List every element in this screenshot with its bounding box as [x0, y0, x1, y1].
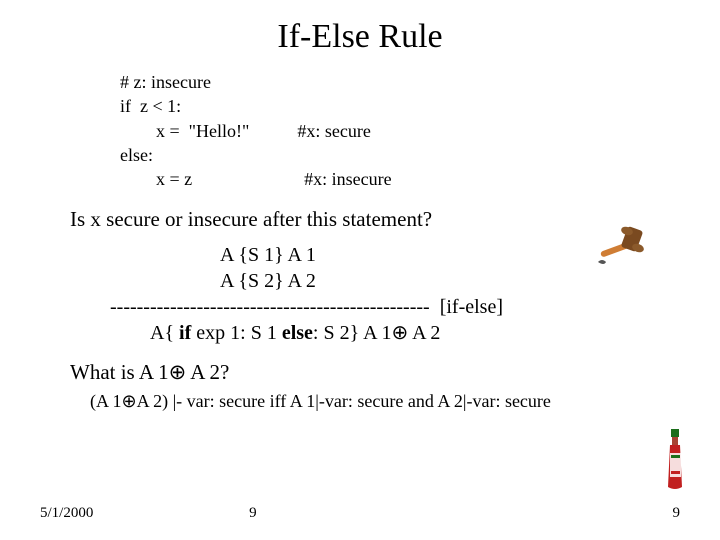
question-text-2: What is A 1⊕ A 2?: [70, 360, 680, 385]
code-line-2: if z < 1:: [120, 94, 680, 118]
concl-pre: A{: [150, 322, 179, 344]
annot-3: #x: secure: [297, 119, 370, 143]
slide-footer: 5/1/2000 9 9: [40, 505, 680, 522]
concl-if: if: [179, 322, 191, 344]
rule-conclusion: A{ if exp 1: S 1 else: S 2} A 1⊕ A 2: [150, 320, 680, 346]
gavel-icon: [594, 224, 650, 275]
code-line-3: x = "Hello!" #x: secure: [120, 119, 680, 143]
rule-dashes: ----------------------------------------…: [110, 296, 430, 318]
concl-mid: exp 1: S 1: [191, 322, 282, 344]
footer-date: 5/1/2000: [40, 505, 93, 522]
code-text-3: x = "Hello!": [120, 121, 249, 141]
slide-title: If-Else Rule: [40, 18, 680, 56]
concl-post: : S 2} A 1⊕ A 2: [313, 322, 441, 344]
annot-5: #x: insecure: [304, 167, 391, 191]
lemma-text: (A 1⊕A 2) |- var: secure iff A 1|-var: s…: [90, 391, 680, 412]
rule-separator: ----------------------------------------…: [110, 294, 680, 320]
slide: If-Else Rule # z: insecure if z < 1: x =…: [0, 0, 720, 540]
rule-label: [if-else]: [440, 296, 503, 318]
code-text-5: x = z: [120, 169, 192, 189]
code-line-5: x = z #x: insecure: [120, 167, 680, 191]
code-line-4: else:: [120, 143, 680, 167]
code-line-1: # z: insecure: [120, 70, 680, 94]
bottle-icon: [664, 427, 686, 496]
footer-mid: 9: [249, 505, 257, 522]
question-text-1: Is x secure or insecure after this state…: [70, 207, 680, 232]
concl-else: else: [282, 322, 313, 344]
inference-rule: A {S 1} A 1 A {S 2} A 2 ----------------…: [40, 242, 680, 346]
code-block: # z: insecure if z < 1: x = "Hello!" #x: …: [120, 70, 680, 191]
footer-page-number: 9: [673, 505, 681, 522]
